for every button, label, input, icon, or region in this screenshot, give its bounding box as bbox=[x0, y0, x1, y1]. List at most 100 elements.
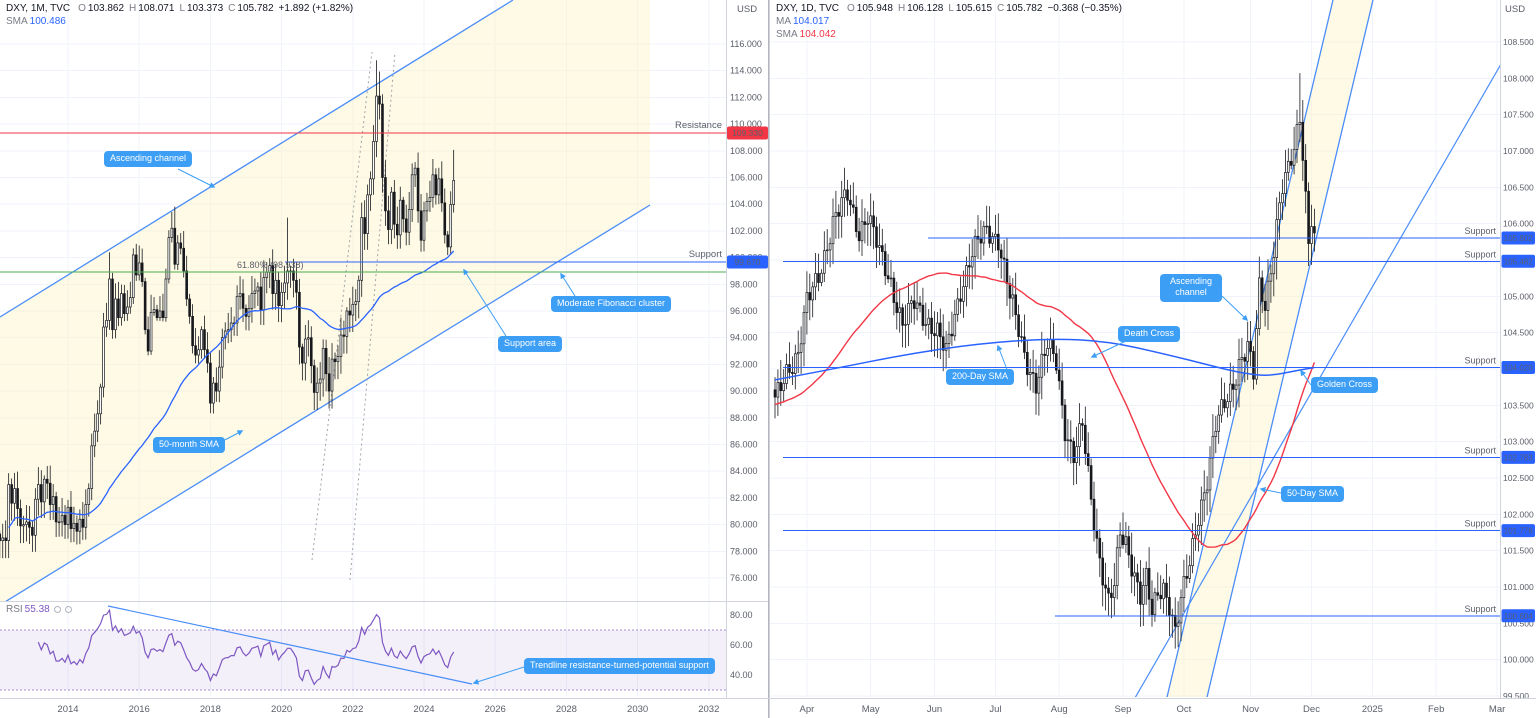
svg-text:102.500: 102.500 bbox=[1503, 473, 1534, 483]
svg-text:Jul: Jul bbox=[989, 704, 1001, 715]
svg-text:76.000: 76.000 bbox=[730, 573, 758, 583]
dotted-trendline[interactable] bbox=[349, 51, 396, 581]
svg-text:Aug: Aug bbox=[1051, 704, 1068, 715]
price-badge bbox=[727, 255, 768, 269]
svg-text:2018: 2018 bbox=[200, 704, 221, 715]
price-badge bbox=[1501, 524, 1535, 538]
svg-text:2032: 2032 bbox=[698, 704, 719, 715]
svg-text:105.000: 105.000 bbox=[1503, 291, 1534, 301]
svg-text:82.000: 82.000 bbox=[730, 493, 758, 503]
price-badge bbox=[1501, 609, 1535, 623]
channel-lower-line[interactable] bbox=[1203, 0, 1374, 714]
svg-text:102.783: 102.783 bbox=[1504, 453, 1533, 462]
svg-text:2026: 2026 bbox=[485, 704, 506, 715]
svg-text:Support: Support bbox=[1464, 519, 1496, 529]
svg-text:99.670: 99.670 bbox=[735, 257, 761, 267]
svg-text:Support: Support bbox=[689, 249, 723, 260]
svg-text:Sep: Sep bbox=[1115, 704, 1132, 715]
monthly-candles bbox=[0, 60, 455, 559]
svg-text:112.000: 112.000 bbox=[730, 92, 762, 102]
svg-text:Support: Support bbox=[1464, 604, 1496, 614]
monthly-chart-pane[interactable]: Resistance Support 61.80% (98.938) bbox=[0, 0, 726, 605]
svg-text:109.330: 109.330 bbox=[732, 128, 763, 138]
svg-text:105.802: 105.802 bbox=[1504, 234, 1533, 243]
dotted-trendline[interactable] bbox=[311, 51, 373, 561]
svg-text:USD: USD bbox=[1505, 4, 1525, 15]
svg-text:2016: 2016 bbox=[129, 704, 150, 715]
svg-text:110.000: 110.000 bbox=[730, 119, 762, 129]
svg-text:61.80% (98.938): 61.80% (98.938) bbox=[237, 260, 304, 270]
svg-text:40.00: 40.00 bbox=[730, 670, 753, 680]
rsi-pane[interactable] bbox=[0, 605, 726, 691]
price-badge bbox=[1501, 231, 1535, 245]
svg-text:Oct: Oct bbox=[1177, 704, 1192, 715]
svg-text:2014: 2014 bbox=[57, 704, 78, 715]
svg-text:107.500: 107.500 bbox=[1503, 110, 1534, 120]
svg-text:2025: 2025 bbox=[1362, 704, 1383, 715]
svg-text:99.500: 99.500 bbox=[1503, 691, 1529, 701]
channel-upper-line[interactable] bbox=[0, 0, 514, 318]
ascending-channel-fill bbox=[0, 0, 650, 601]
svg-text:101.500: 101.500 bbox=[1503, 546, 1534, 556]
sma-50-month-line bbox=[8, 250, 455, 528]
svg-text:107.000: 107.000 bbox=[1503, 146, 1534, 156]
svg-text:Mar: Mar bbox=[1489, 704, 1505, 715]
svg-text:USD: USD bbox=[737, 4, 757, 15]
svg-text:86.000: 86.000 bbox=[730, 440, 758, 450]
svg-text:104.000: 104.000 bbox=[730, 199, 763, 209]
svg-text:2024: 2024 bbox=[413, 704, 434, 715]
ma-200-day-line bbox=[774, 338, 1315, 381]
svg-text:92.000: 92.000 bbox=[730, 359, 758, 369]
svg-text:100.604: 100.604 bbox=[1504, 612, 1533, 621]
rsi-trendline[interactable] bbox=[107, 605, 473, 685]
svg-text:100.000: 100.000 bbox=[1503, 655, 1534, 665]
svg-text:100.500: 100.500 bbox=[1503, 618, 1534, 628]
svg-text:116.000: 116.000 bbox=[730, 39, 762, 49]
svg-text:Support: Support bbox=[1464, 249, 1496, 259]
svg-text:104.500: 104.500 bbox=[1503, 328, 1534, 338]
svg-text:105.482: 105.482 bbox=[1504, 257, 1533, 266]
svg-text:60.00: 60.00 bbox=[730, 640, 753, 650]
daily-chart-pane[interactable]: Support Support Support Support Support Suppo… bbox=[773, 0, 1508, 714]
svg-text:78.000: 78.000 bbox=[730, 546, 758, 556]
svg-text:Apr: Apr bbox=[800, 704, 815, 715]
svg-text:Dec: Dec bbox=[1303, 704, 1320, 715]
svg-text:88.000: 88.000 bbox=[730, 413, 758, 423]
svg-text:2028: 2028 bbox=[556, 704, 577, 715]
svg-text:108.000: 108.000 bbox=[1503, 73, 1534, 83]
svg-text:84.000: 84.000 bbox=[730, 466, 758, 476]
svg-text:Support: Support bbox=[1464, 356, 1496, 366]
svg-text:2020: 2020 bbox=[271, 704, 292, 715]
svg-text:94.000: 94.000 bbox=[730, 333, 758, 343]
svg-text:2030: 2030 bbox=[627, 704, 648, 715]
svg-text:Nov: Nov bbox=[1242, 704, 1259, 715]
price-badge bbox=[1501, 254, 1535, 268]
svg-text:80.000: 80.000 bbox=[730, 520, 758, 530]
sma-50-day-line bbox=[774, 272, 1316, 548]
svg-text:103.500: 103.500 bbox=[1503, 400, 1534, 410]
svg-text:108.500: 108.500 bbox=[1503, 37, 1534, 47]
svg-text:80.00: 80.00 bbox=[730, 610, 753, 620]
price-badge bbox=[727, 126, 768, 140]
svg-text:101.000: 101.000 bbox=[1503, 582, 1534, 592]
svg-text:106.000: 106.000 bbox=[1503, 219, 1534, 229]
svg-text:98.000: 98.000 bbox=[730, 279, 758, 289]
svg-text:106.500: 106.500 bbox=[1503, 182, 1534, 192]
svg-text:102.000: 102.000 bbox=[1503, 509, 1534, 519]
svg-text:May: May bbox=[862, 704, 880, 715]
rsi-band bbox=[0, 630, 726, 690]
svg-text:Support: Support bbox=[1464, 445, 1496, 455]
svg-text:Jun: Jun bbox=[927, 704, 942, 715]
price-badge bbox=[1501, 450, 1535, 464]
svg-text:108.000: 108.000 bbox=[730, 146, 763, 156]
ascending-channel-fill bbox=[1167, 0, 1373, 697]
svg-text:2022: 2022 bbox=[342, 704, 363, 715]
svg-text:102.000: 102.000 bbox=[730, 226, 763, 236]
svg-text:101.776: 101.776 bbox=[1504, 527, 1533, 536]
svg-text:Feb: Feb bbox=[1428, 704, 1444, 715]
svg-text:90.000: 90.000 bbox=[730, 386, 758, 396]
svg-text:106.000: 106.000 bbox=[730, 173, 763, 183]
